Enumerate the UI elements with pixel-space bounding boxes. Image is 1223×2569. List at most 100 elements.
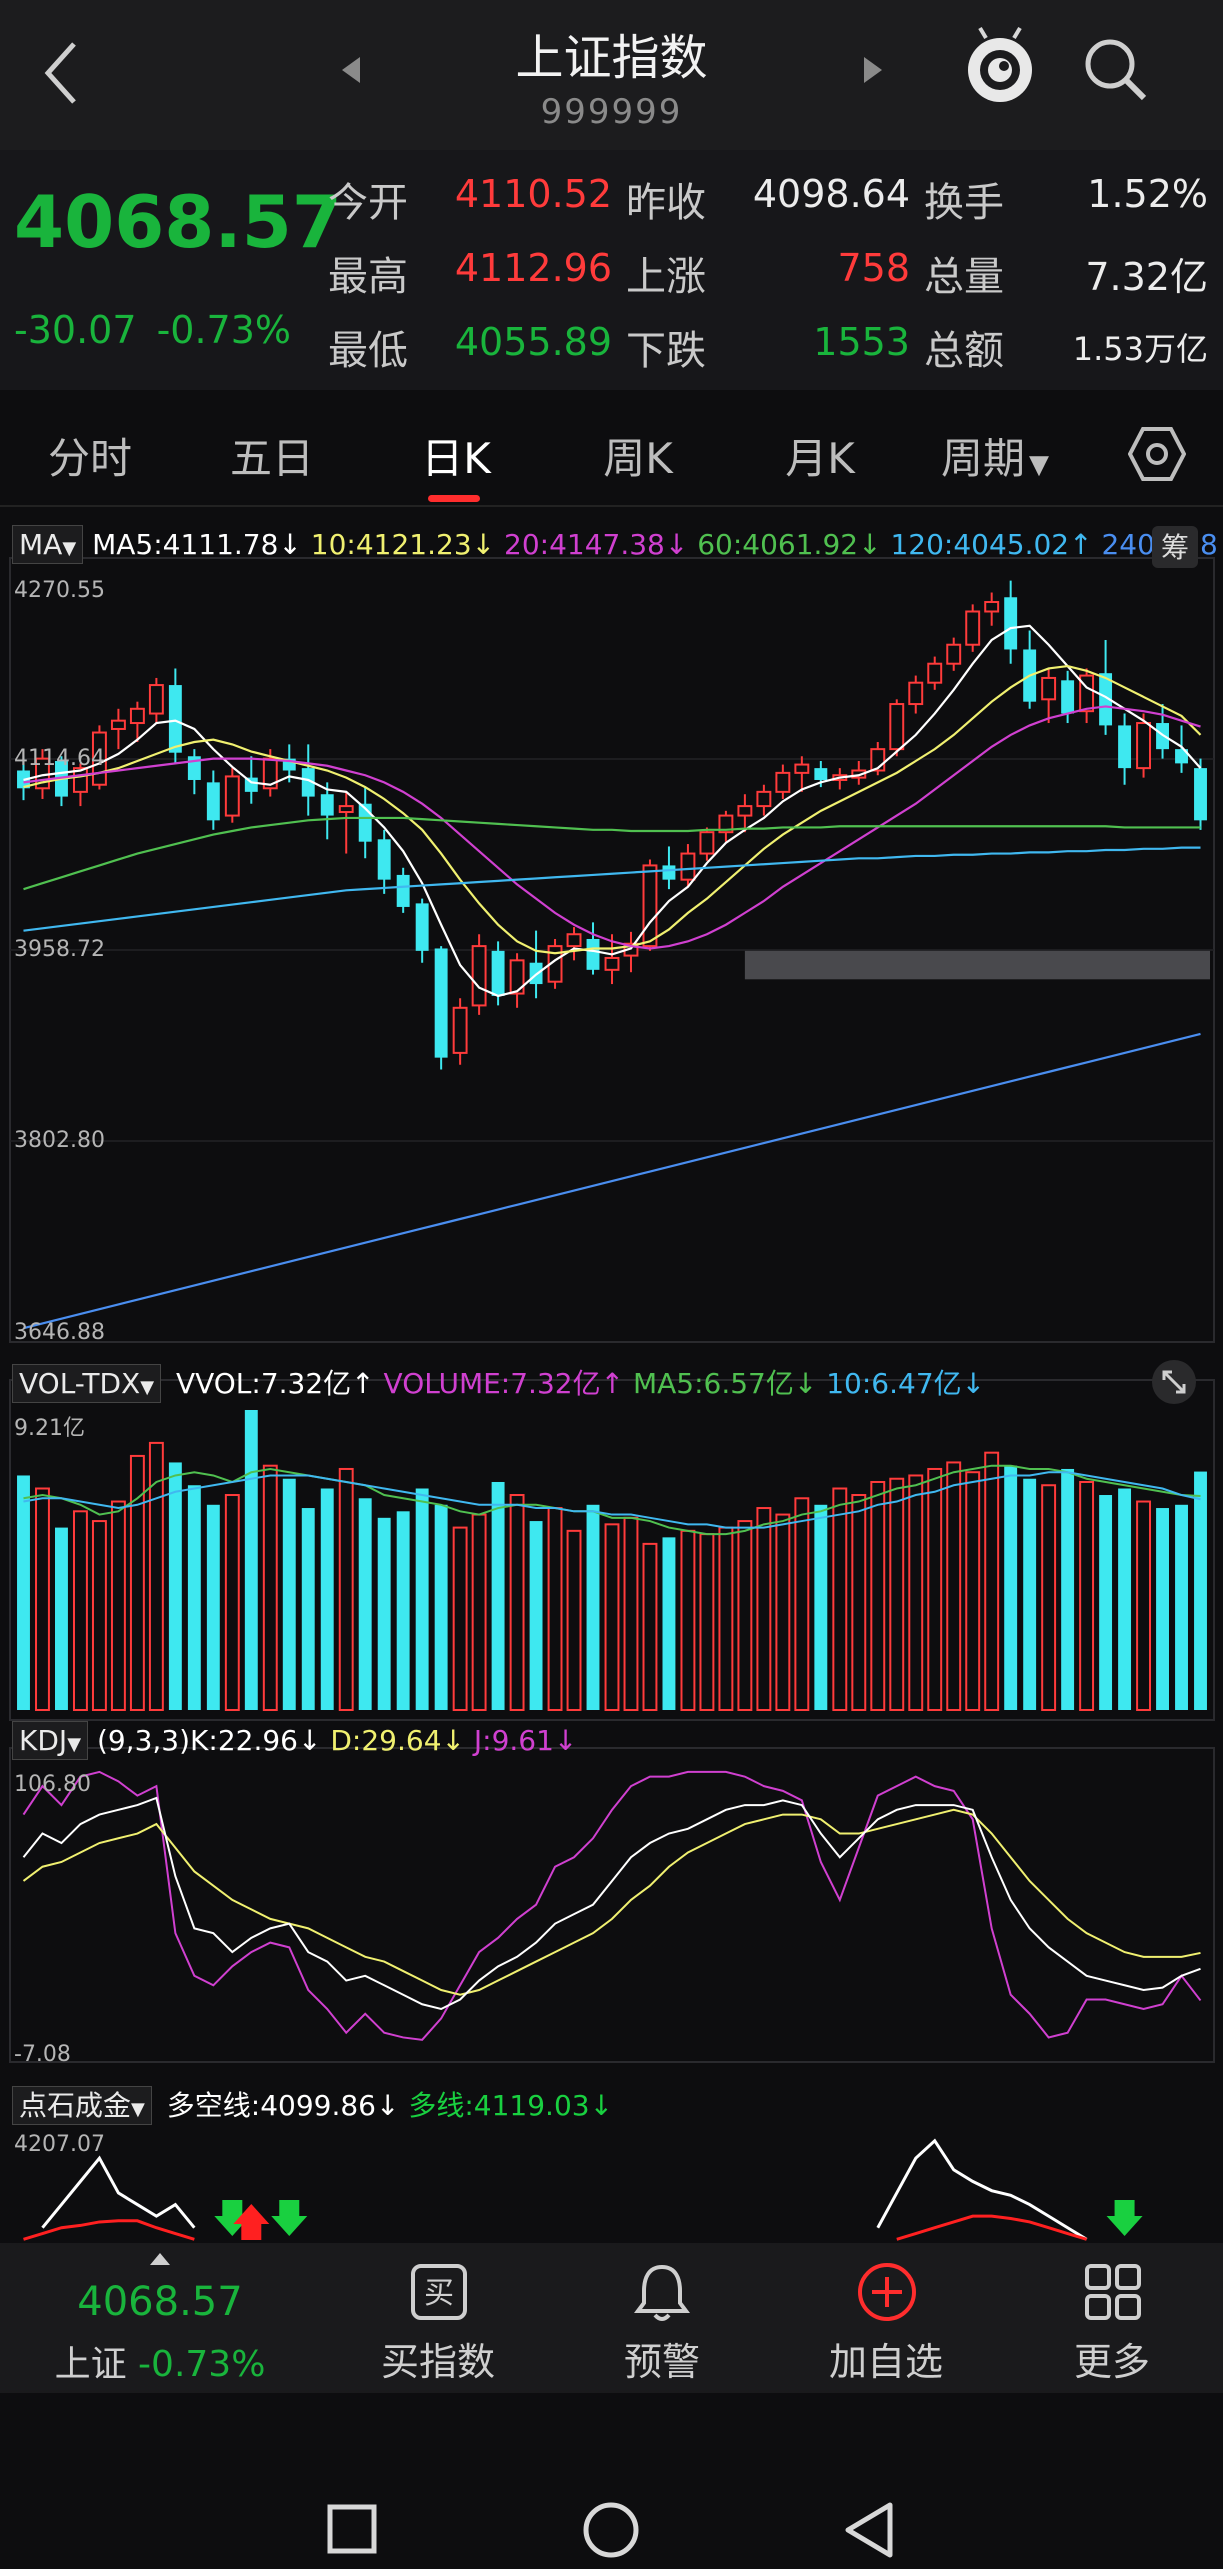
vvol-value: VVOL:7.32亿↑ — [175, 1367, 375, 1400]
candle-body-up — [110, 719, 126, 730]
candle-body-down — [244, 777, 258, 792]
volume-bar-down — [662, 1537, 676, 1710]
tab-intraday[interactable]: 分时 — [47, 434, 132, 483]
home-icon[interactable] — [582, 2501, 640, 2559]
candle-body-up — [1041, 676, 1057, 701]
volume-bar-up — [965, 1471, 981, 1711]
recent-apps-icon[interactable] — [326, 2503, 378, 2555]
candle-body-up — [148, 684, 164, 715]
caret-up-icon — [150, 2253, 170, 2265]
top-bar: 上证指数 999999 — [0, 0, 1223, 150]
value-volume: 7.32亿 — [1085, 255, 1208, 299]
value-advancers: 758 — [837, 246, 910, 290]
value-prev-close: 4098.64 — [752, 172, 910, 216]
back-icon[interactable] — [40, 38, 80, 108]
vol-selector-label: VOL-TDX — [19, 1367, 141, 1400]
volume-bar-up — [718, 1526, 734, 1712]
kdj-j-value: J:9.61↓ — [473, 1724, 578, 1757]
alert-button[interactable]: 预警 — [562, 2243, 762, 2393]
nav-index-name: 上证 — [54, 2344, 127, 2385]
ma20-value: 20:4147.38↓ — [504, 528, 689, 561]
ma-selector[interactable]: MA▼ — [12, 525, 84, 564]
volume-bar-down — [244, 1410, 258, 1710]
long-line — [23, 2219, 195, 2241]
signal-arrow — [271, 2200, 308, 2236]
ma10-value: 10:4121.23↓ — [310, 528, 496, 561]
price-axis-bottom: 3646.88 — [14, 1320, 105, 1345]
grid-icon — [1085, 2264, 1141, 2320]
label-turnover: 换手 — [924, 180, 1004, 226]
bull-bear-line — [41, 2155, 196, 2229]
chart-settings-icon[interactable] — [1128, 425, 1186, 483]
volume-bar-up — [72, 1510, 88, 1711]
active-tab-indicator — [428, 495, 480, 502]
candle-body-down — [1099, 673, 1113, 726]
ma-line-10 — [23, 664, 1202, 955]
volume-bar-up — [642, 1542, 658, 1711]
assistant-mascot-icon[interactable] — [962, 24, 1038, 114]
more-button[interactable]: 更多 — [1012, 2243, 1212, 2393]
caret-down-icon: ▼ — [1029, 450, 1049, 480]
tab-monthly-k[interactable]: 月K — [785, 434, 855, 483]
gold-axis-top: 4207.07 — [14, 2132, 105, 2157]
nav-price[interactable]: 4068.57 — [77, 2279, 243, 2325]
expand-icon[interactable] — [1150, 1358, 1198, 1406]
system-nav-bar — [0, 2393, 1223, 2569]
gold-legend: 点石成金▼ 多空线:4099.86↓ 多线:4119.03↓ — [12, 2084, 613, 2125]
chip-distribution-button[interactable]: 筹 — [1152, 526, 1198, 568]
more-label: 更多 — [1073, 2340, 1150, 2384]
volume-bar-up — [91, 1520, 107, 1711]
volume-bar-down — [1004, 1465, 1018, 1710]
kdj-k-line — [22, 1796, 1201, 2011]
add-circle-icon — [858, 2263, 916, 2321]
vol-ma5-line — [23, 1464, 1201, 1536]
next-stock-icon[interactable] — [860, 55, 886, 85]
tab-period-label: 周期 — [940, 434, 1025, 483]
add-watchlist-button[interactable]: 加自选 — [786, 2243, 986, 2393]
candle-body-down — [377, 839, 391, 880]
search-icon[interactable] — [1082, 36, 1150, 104]
candle-body-down — [1118, 725, 1132, 769]
candle-body-down — [434, 948, 448, 1058]
tab-period-dropdown[interactable]: 周期 ▼ — [920, 425, 1070, 486]
gold-selector[interactable]: 点石成金▼ — [12, 2086, 152, 2125]
ma-line-ma5 — [23, 624, 1202, 998]
kline-chart[interactable] — [0, 510, 1223, 2243]
nav-index-summary[interactable]: 上证 -0.73% — [40, 2335, 280, 2387]
volume-bar-down — [1061, 1468, 1075, 1710]
candle-body-up — [737, 805, 753, 817]
change-value: -30.07 — [14, 308, 137, 352]
buy-index-button[interactable]: 买 买指数 — [338, 2243, 538, 2393]
ma-line-60 — [23, 816, 1201, 891]
candle-body-down — [206, 782, 220, 821]
tab-daily-k[interactable]: 日K — [421, 434, 491, 483]
tab-five-day[interactable]: 五日 — [229, 434, 314, 483]
tab-weekly-k[interactable]: 周K — [603, 434, 673, 483]
kdj-k-value: (9,3,3)K:22.96↓ — [96, 1724, 322, 1757]
candle-body-up — [927, 662, 943, 684]
candle-body-up — [604, 956, 620, 971]
kdj-selector[interactable]: KDJ▼ — [12, 1721, 89, 1760]
vol-selector[interactable]: VOL-TDX▼ — [12, 1364, 162, 1403]
ma-selector-label: MA — [19, 528, 63, 561]
kdj-selector-label: KDJ — [19, 1724, 68, 1757]
candle-body-up — [794, 763, 810, 774]
volume-bar-down — [17, 1475, 30, 1710]
volume-bar-down — [1118, 1488, 1132, 1710]
volume-bar-up — [623, 1516, 639, 1711]
volume-bar-up — [870, 1480, 886, 1712]
candle-body-down — [586, 938, 600, 970]
volume-bar-up — [129, 1454, 145, 1711]
back-nav-icon[interactable] — [842, 2501, 896, 2559]
volume-bar-up — [984, 1451, 1000, 1711]
candle-body-up — [908, 681, 924, 706]
signal-arrow — [1106, 2200, 1143, 2236]
caret-down-icon: ▼ — [67, 1734, 82, 1755]
volume-bar-up — [566, 1529, 582, 1712]
candle-body-up — [965, 610, 981, 646]
label-high: 最高 — [328, 254, 408, 300]
panel-frame — [9, 1747, 1215, 2063]
volume-bar-up — [699, 1533, 715, 1712]
prev-stock-icon[interactable] — [338, 55, 364, 85]
candle-body-up — [129, 707, 145, 725]
